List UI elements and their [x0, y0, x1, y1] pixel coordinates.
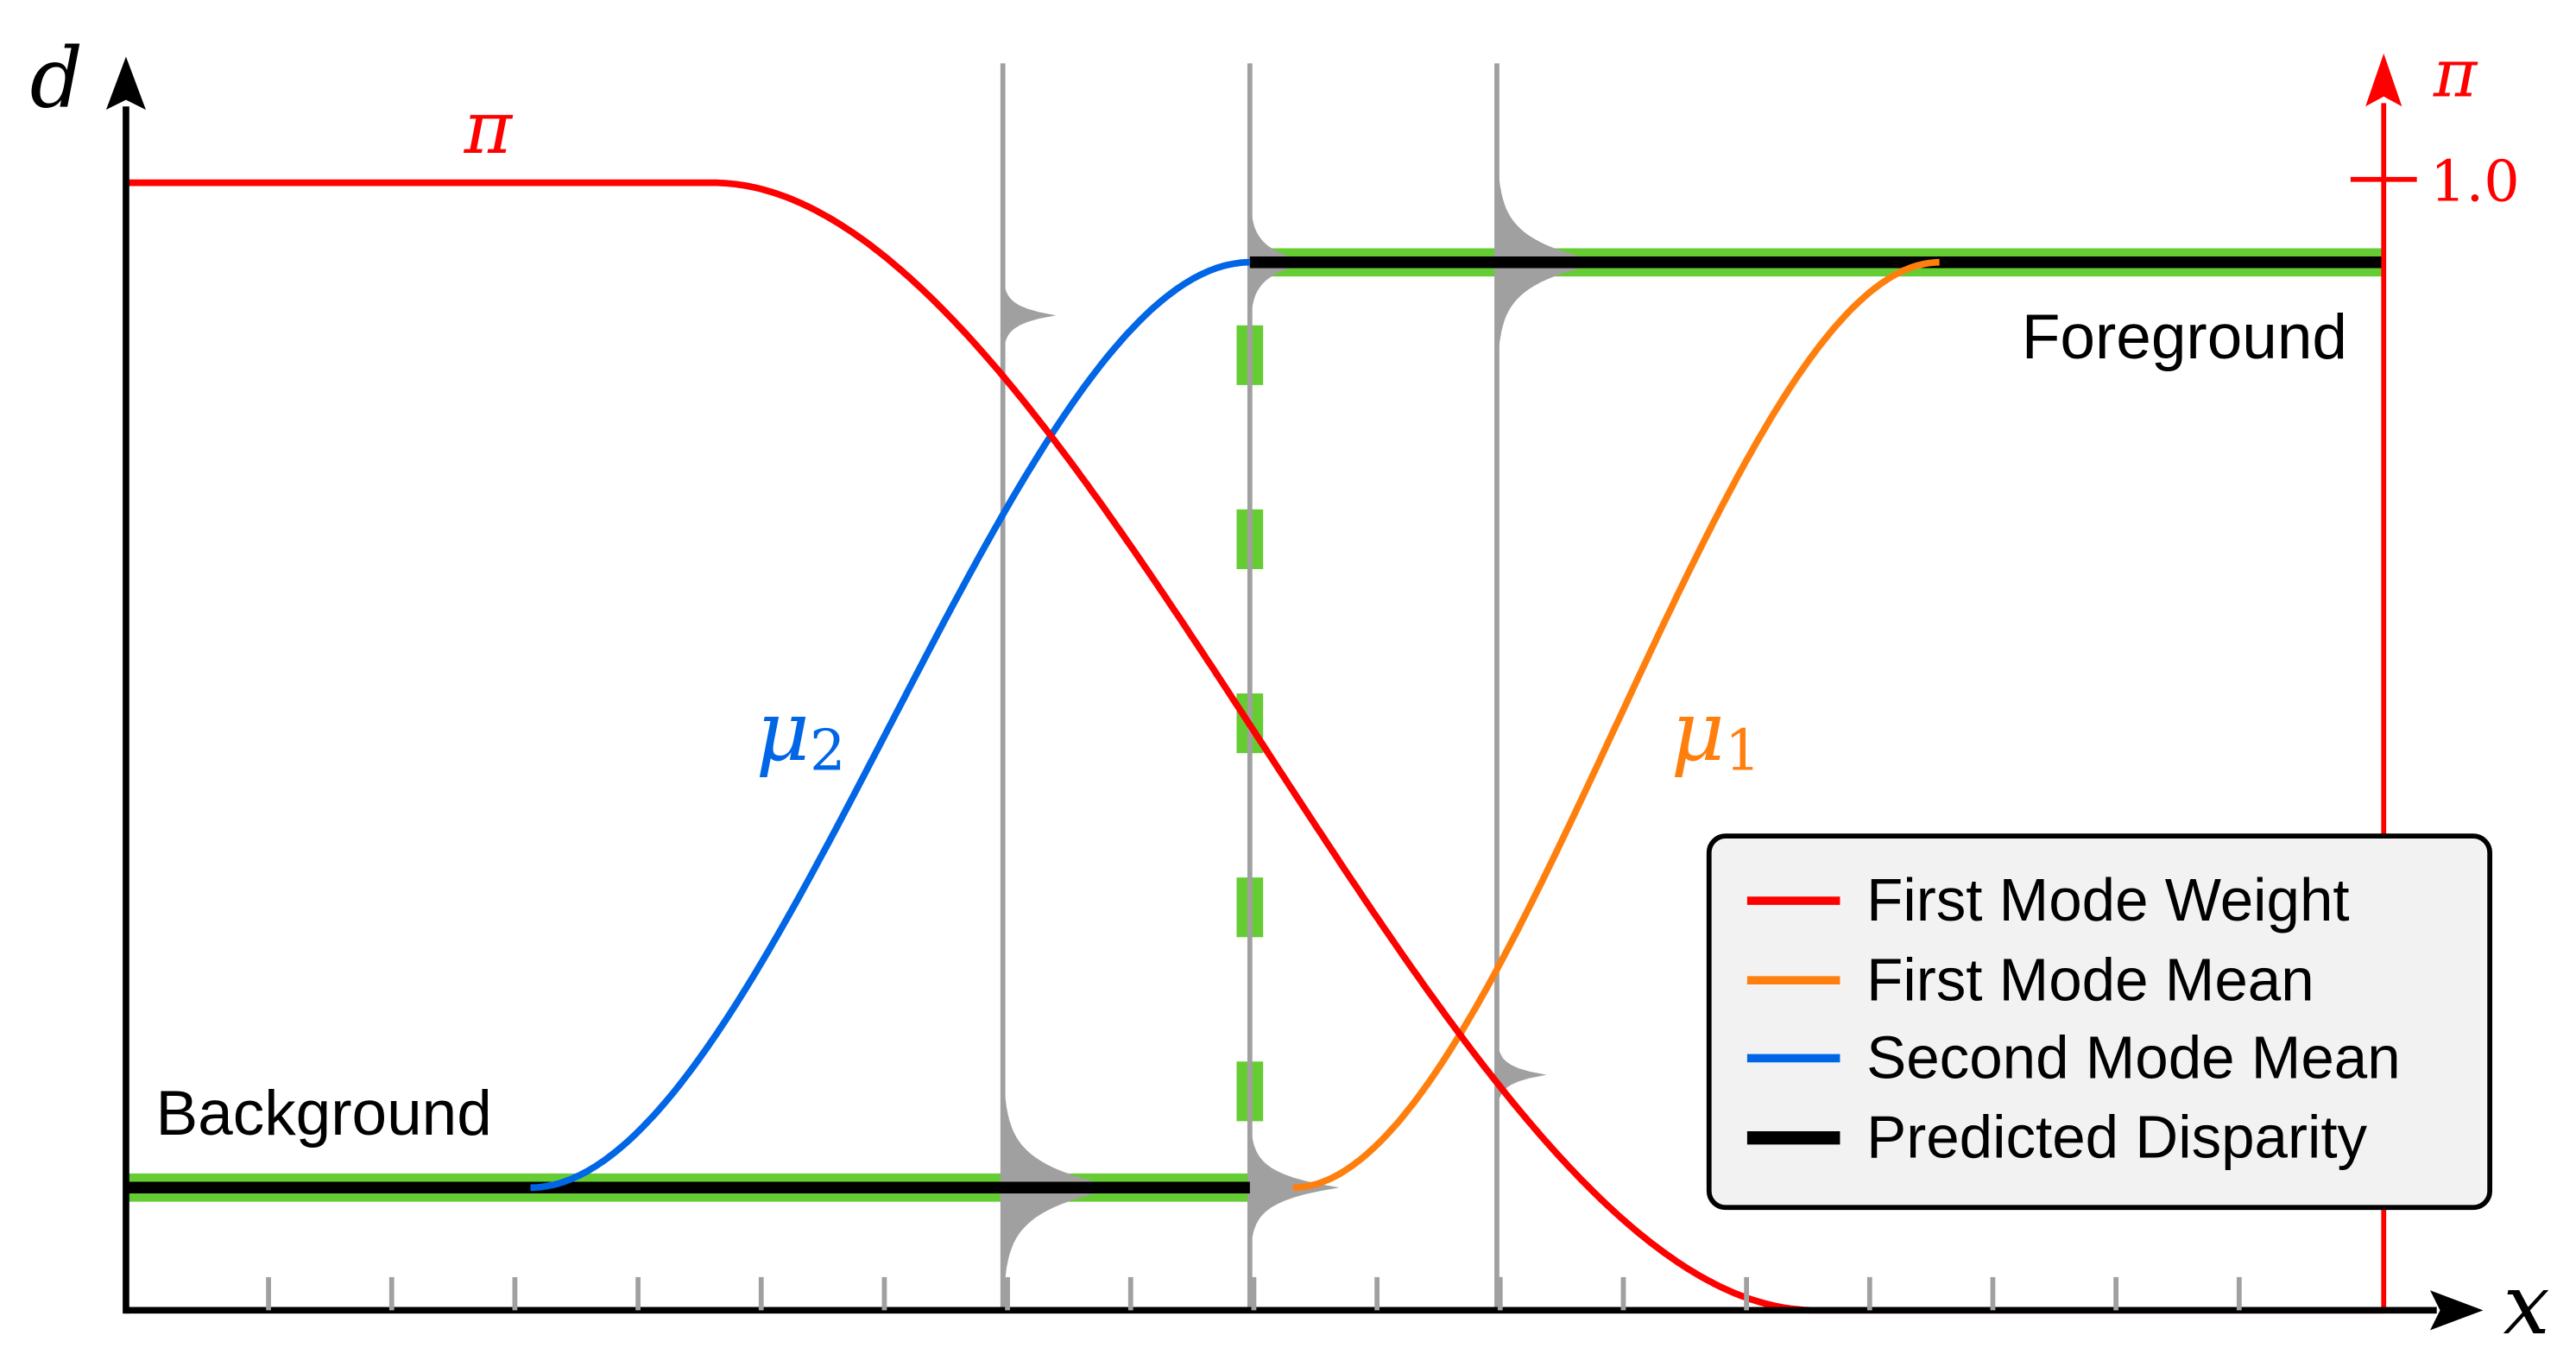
distribution-shapes: [1002, 153, 1607, 1304]
mu1-curve-label: μ1: [1671, 683, 1761, 784]
legend-label-second-mode-mean: Second Mode Mean: [1866, 1024, 2401, 1092]
right-pi-axis-tick-label: 1.0: [2430, 149, 2520, 215]
distribution-shape: [1496, 1035, 1547, 1115]
x-axis-ticks: [266, 1276, 2242, 1311]
mu2-curve-label: μ2: [756, 683, 846, 784]
legend-label-first-mode-weight: First Mode Weight: [1866, 866, 2349, 933]
right-pi-axis-arrowhead: [2365, 53, 2402, 107]
second-mode-mean-curve: [530, 258, 1250, 1192]
x-axis-arrowhead: [2430, 1290, 2484, 1331]
distribution-shape: [1002, 272, 1057, 359]
y-axis-label: d: [30, 29, 83, 126]
x-axis-label: x: [2503, 1256, 2550, 1353]
right-pi-axis-label: π: [2433, 36, 2478, 113]
background-label: Background: [155, 1079, 491, 1149]
legend-label-predicted-disparity: Predicted Disparity: [1866, 1104, 2367, 1171]
pi-curve-label: π: [464, 85, 514, 170]
legend: First Mode Weight First Mode Mean Second…: [1706, 833, 2493, 1211]
legend-label-first-mode-mean: First Mode Mean: [1866, 946, 2314, 1013]
legend-box: [1706, 833, 2493, 1211]
first-mode-mean-curve: [1292, 258, 1940, 1192]
y-axis-arrowhead: [105, 56, 146, 111]
foreground-label: Foreground: [2022, 302, 2347, 372]
